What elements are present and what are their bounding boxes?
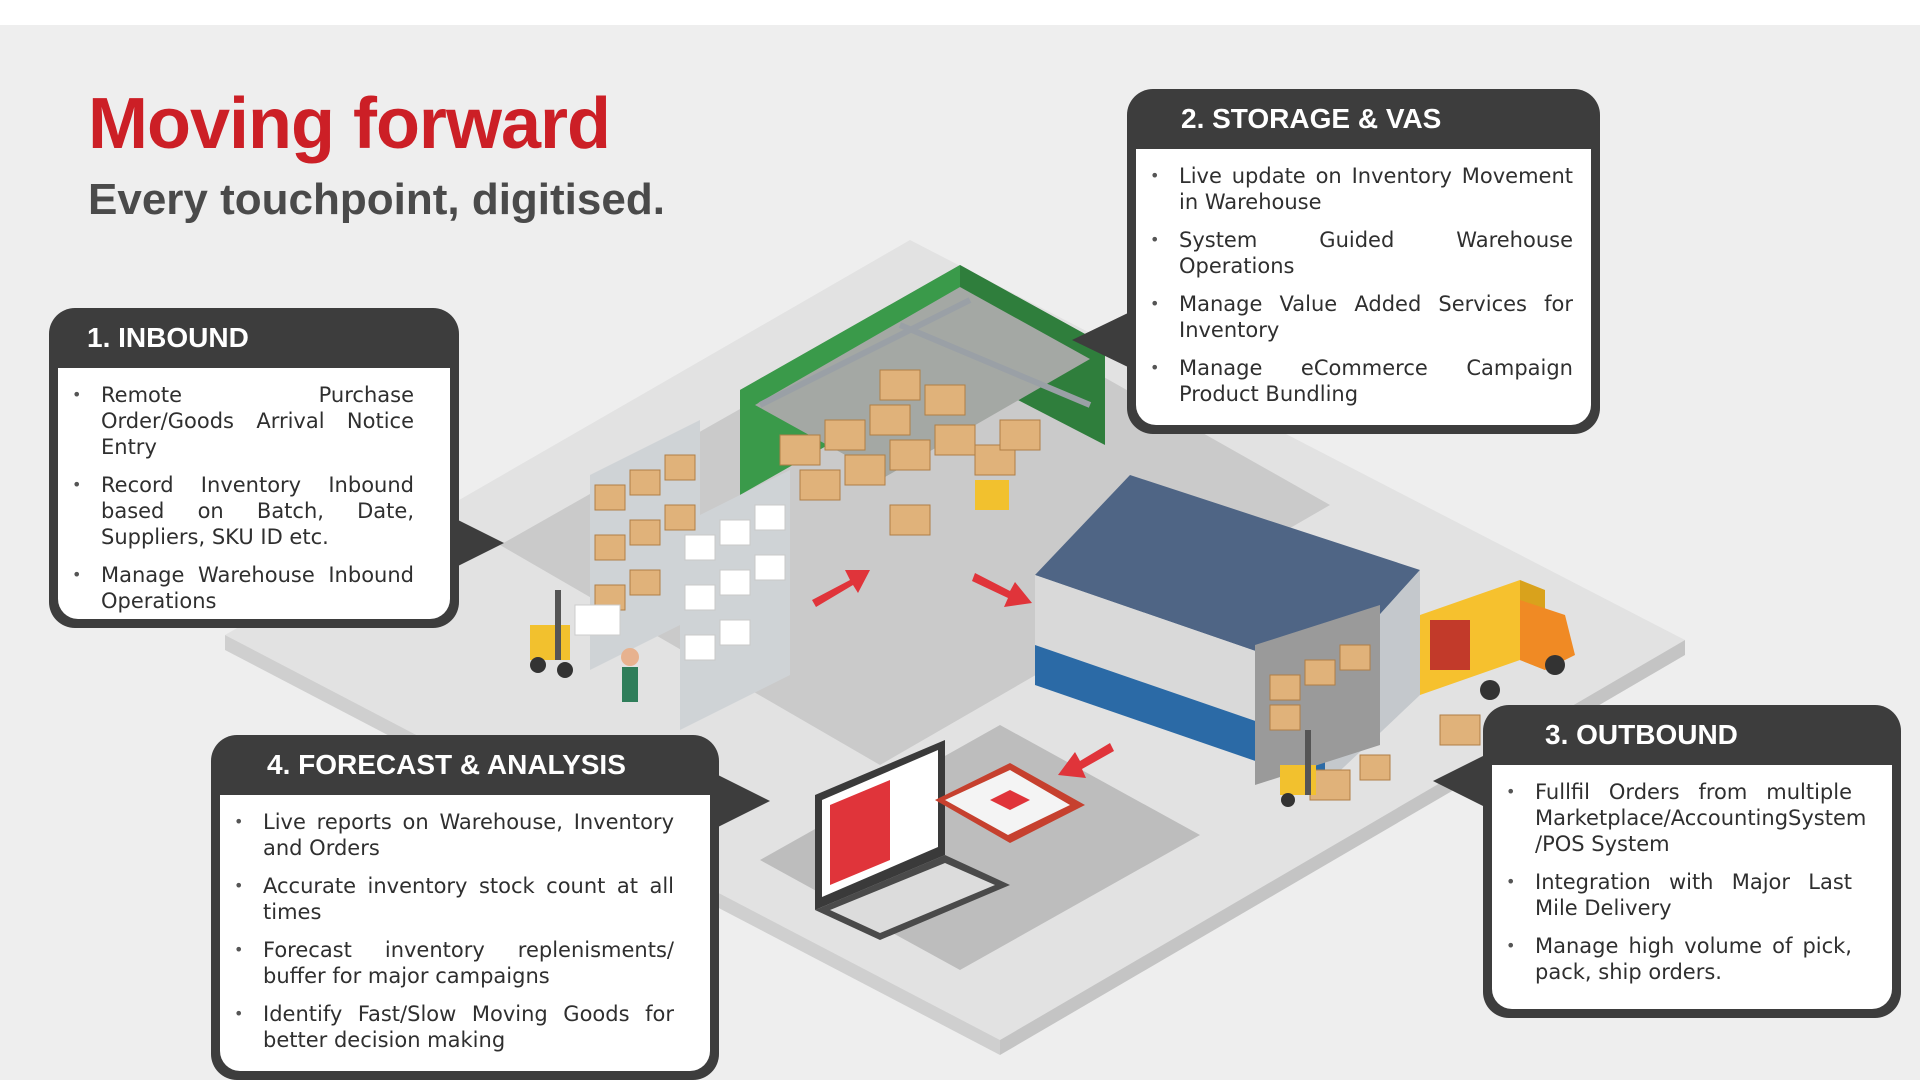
bullet-icon: • — [1150, 358, 1160, 377]
bullet-icon: • — [72, 565, 82, 584]
outbound-card-body: • Fullfil Orders from multiple Marketplac… — [1492, 765, 1892, 1009]
outbound-item: • Fullfil Orders from multiple Marketplac… — [1506, 780, 1867, 856]
inbound-item: • Remote Purchase Order/Goods Arrival Not… — [72, 383, 414, 459]
slide-canvas: Moving forward Every touchpoint, digitis… — [0, 25, 1920, 1080]
forecast-item: • Forecast inventory replenisments/ buffe… — [234, 938, 674, 988]
forecast-item: • Accurate inventory stock count at all t… — [234, 874, 674, 924]
inbound-card-heading: 1. INBOUND — [87, 322, 249, 353]
bullet-icon: • — [1506, 782, 1516, 801]
bullet-icon: • — [72, 385, 82, 404]
calendar-tablet-illustration — [935, 763, 1085, 843]
main-warehouse — [1035, 475, 1481, 801]
bullet-icon: • — [234, 940, 244, 959]
outbound-card-heading: 3. OUTBOUND — [1545, 719, 1738, 750]
page-title: Moving forward — [88, 84, 611, 164]
inbound-list: • Remote Purchase Order/Goods Arrival Not… — [58, 368, 450, 614]
storage-card-pointer — [1072, 312, 1130, 368]
inbound-card: 1. INBOUND • Remote Purchase Order/Goods … — [49, 308, 504, 628]
storage-warehouse — [740, 265, 1105, 536]
storage-list: • Live update on Inventory Movement in Wa… — [1136, 149, 1591, 407]
bullet-icon: • — [1506, 872, 1516, 891]
laptop-illustration — [815, 740, 1010, 940]
outbound-card-pointer — [1433, 755, 1485, 807]
forecast-card: 4. FORECAST & ANALYSIS • Live reports on … — [211, 735, 770, 1080]
inbound-card-pointer — [454, 518, 504, 568]
page-subtitle: Every touchpoint, digitised. — [88, 175, 665, 224]
delivery-truck — [1420, 580, 1575, 700]
forecast-item: • Identify Fast/Slow Moving Goods for bet… — [234, 1002, 674, 1052]
inbound-card-body: • Remote Purchase Order/Goods Arrival Not… — [58, 368, 450, 619]
outbound-item: • Manage high volume of pick, pack, ship … — [1506, 934, 1852, 984]
inbound-item: • Manage Warehouse Inbound Operations — [72, 563, 414, 613]
flow-arrows — [812, 570, 1114, 778]
bullet-icon: • — [72, 475, 82, 494]
outbound-card: 3. OUTBOUND • Fullfil Orders from multipl… — [1433, 705, 1901, 1018]
forecast-card-body: • Live reports on Warehouse, Inventory an… — [220, 795, 710, 1071]
storage-item: • Manage eCommerce Campaign Product Bundl… — [1150, 356, 1573, 406]
forecast-card-heading: 4. FORECAST & ANALYSIS — [267, 749, 626, 780]
inbound-item: • Record Inventory Inbound based on Batch… — [72, 473, 414, 549]
bullet-icon: • — [234, 876, 244, 895]
storage-item: • Live update on Inventory Movement in Wa… — [1150, 164, 1573, 214]
storage-card-heading: 2. STORAGE & VAS — [1181, 103, 1442, 134]
forecast-item: • Live reports on Warehouse, Inventory an… — [234, 810, 674, 860]
storage-item: • System Guided Warehouse Operations — [1150, 228, 1573, 278]
storage-card: 2. STORAGE & VAS • Live update on Invento… — [1072, 89, 1600, 434]
forklift-inbound — [530, 590, 621, 678]
forecast-card-pointer — [714, 773, 770, 829]
bullet-icon: • — [1150, 166, 1160, 185]
forecast-list: • Live reports on Warehouse, Inventory an… — [220, 795, 710, 1053]
storage-racks — [590, 420, 790, 730]
forklift-outbound — [1280, 730, 1316, 807]
bullet-icon: • — [1150, 294, 1160, 313]
bullet-icon: • — [234, 1004, 244, 1023]
outbound-item: • Integration with Major Last Mile Delive… — [1506, 870, 1852, 920]
outbound-list: • Fullfil Orders from multiple Marketplac… — [1492, 765, 1892, 985]
bullet-icon: • — [234, 812, 244, 831]
storage-item: • Manage Value Added Services for Invento… — [1150, 292, 1573, 342]
bullet-icon: • — [1506, 936, 1516, 955]
storage-card-body: • Live update on Inventory Movement in Wa… — [1136, 149, 1591, 425]
bullet-icon: • — [1150, 230, 1160, 249]
